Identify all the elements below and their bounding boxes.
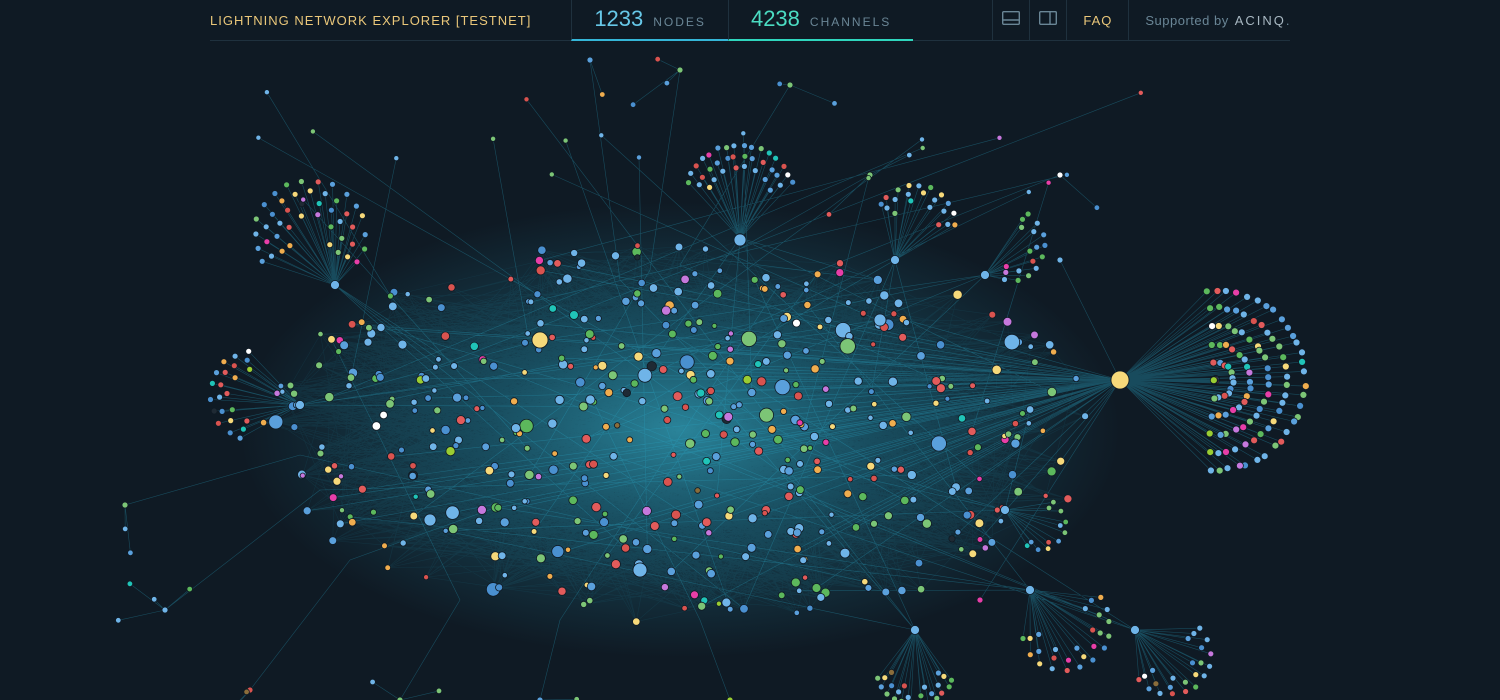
supported-by: Supported by ACINQ . <box>1128 0 1290 40</box>
nodes-stat[interactable]: 1233 NODES <box>571 0 728 41</box>
app-title: LIGHTNING NETWORK EXPLORER [TESTNET] <box>210 13 571 28</box>
channels-label: CHANNELS <box>810 2 891 42</box>
layout-horizontal-button[interactable] <box>992 0 1029 40</box>
supported-brand[interactable]: ACINQ <box>1235 13 1286 28</box>
nodes-count: 1233 <box>594 0 643 39</box>
channels-stat[interactable]: 4238 CHANNELS <box>728 0 913 41</box>
top-bar: LIGHTNING NETWORK EXPLORER [TESTNET] 123… <box>210 0 1290 41</box>
channels-count: 4238 <box>751 0 800 39</box>
faq-link[interactable]: FAQ <box>1066 0 1128 40</box>
layout-vertical-button[interactable] <box>1029 0 1066 40</box>
nodes-label: NODES <box>653 2 706 42</box>
panel-bottom-icon <box>1002 11 1020 30</box>
supported-prefix: Supported by <box>1145 13 1228 28</box>
panel-right-icon <box>1039 11 1057 30</box>
network-graph[interactable] <box>0 0 1500 700</box>
